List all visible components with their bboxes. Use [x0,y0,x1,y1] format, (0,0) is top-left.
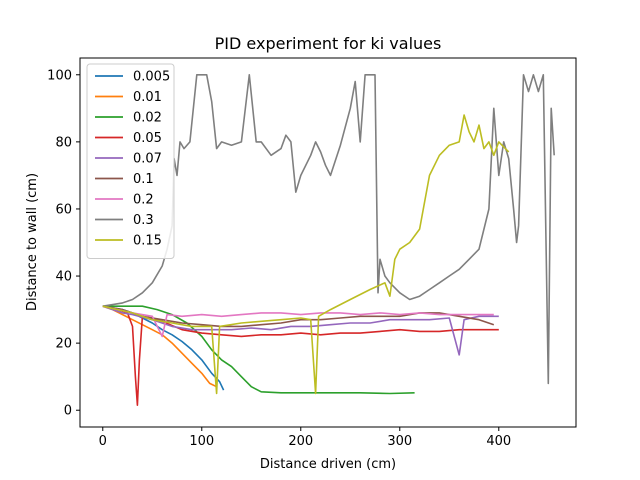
legend: 0.005 0.01 0.02 0.05 0.07 0.1 0.2 0.3 0.15 [86,63,175,259]
x-tick-label: 300 [387,434,412,449]
legend-label: 0.005 [133,70,170,85]
legend-label: 0.1 [133,172,154,187]
legend-label: 0.01 [133,90,162,105]
series-line-0.02 [102,305,415,395]
y-tick-label: 20 [55,337,72,352]
series-line-0.1 [102,305,495,328]
y-axis-label: Distance to wall (cm) [25,173,40,311]
x-axis: 0 100 200 300 400 [99,427,511,449]
legend-label: 0.05 [133,131,162,146]
legend-label: 0.2 [133,193,154,208]
x-tick-label: 400 [486,434,511,449]
series-line-0.2 [102,305,494,338]
x-axis-label: Distance driven (cm) [260,457,396,472]
legend-label: 0.02 [133,111,162,126]
chart-title: PID experiment for ki values [215,34,442,53]
series-line-0.15 [102,114,510,395]
series-line-0.05 [102,305,499,406]
legend-label: 0.07 [133,152,162,167]
plot-lines [102,74,555,406]
legend-label: 0.3 [133,213,154,228]
y-tick-label: 0 [64,404,72,419]
x-tick-label: 100 [189,434,214,449]
x-tick-label: 0 [99,434,107,449]
series-line-0.01 [102,305,217,388]
x-tick-label: 200 [288,434,313,449]
y-tick-label: 60 [55,202,72,217]
y-tick-label: 80 [55,135,72,150]
legend-box [86,63,175,259]
plot-frame [79,57,577,428]
legend-label: 0.15 [133,234,162,249]
y-tick-label: 100 [47,68,72,83]
y-tick-label: 40 [55,270,72,285]
y-axis: 0 20 40 60 80 100 [47,68,80,419]
